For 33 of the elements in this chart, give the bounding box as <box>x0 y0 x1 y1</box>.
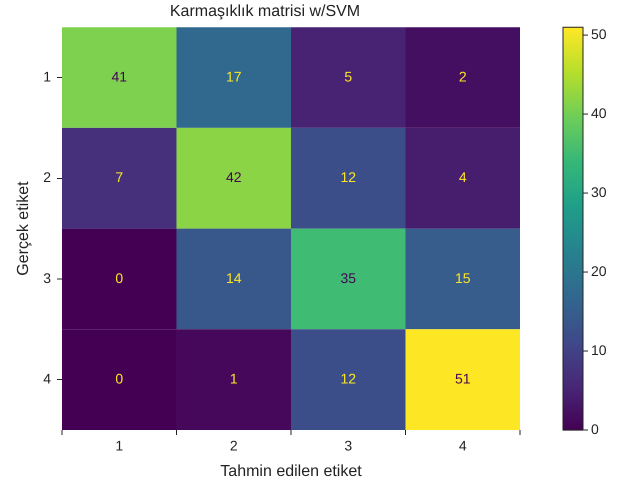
x-tick-label: 1 <box>115 437 124 454</box>
color-bar-label: 0 <box>591 420 599 437</box>
y-tick-label: 1 <box>43 68 52 84</box>
y-axis-title: Gerçek etiket <box>15 180 32 276</box>
y-tick-label: 4 <box>43 370 52 387</box>
data-label: 14 <box>226 270 242 286</box>
data-label: 0 <box>115 370 124 387</box>
x-tick-label: 2 <box>230 437 238 454</box>
data-label: 12 <box>340 169 356 186</box>
data-label: 35 <box>340 270 356 286</box>
color-bar-label: 40 <box>591 104 607 121</box>
data-label: 4 <box>458 169 467 186</box>
x-axis-title: Tahmin edilen etiket <box>220 462 362 480</box>
x-tick-label: 4 <box>458 437 467 454</box>
data-label: 5 <box>344 68 352 84</box>
data-label: 42 <box>226 169 242 186</box>
chart-title: Karmaşıklık matrisi w/SVM <box>170 3 360 20</box>
color-bar-label: 20 <box>591 262 607 279</box>
data-label: 1 <box>230 370 238 387</box>
data-label: 2 <box>458 68 467 84</box>
data-label: 17 <box>226 68 242 84</box>
y-tick-label: 2 <box>43 169 52 186</box>
color-bar-label: 10 <box>591 342 607 358</box>
data-label: 0 <box>115 270 124 286</box>
y-tick-label: 3 <box>43 270 52 286</box>
data-label: 15 <box>454 270 471 286</box>
color-bar-label: 30 <box>591 184 607 200</box>
data-label: 7 <box>115 169 124 186</box>
data-label: 51 <box>454 370 471 387</box>
data-label: 12 <box>340 370 356 387</box>
data-label: 41 <box>111 68 128 84</box>
x-tick-label: 3 <box>344 437 352 454</box>
color-bar-label: 50 <box>591 26 607 42</box>
